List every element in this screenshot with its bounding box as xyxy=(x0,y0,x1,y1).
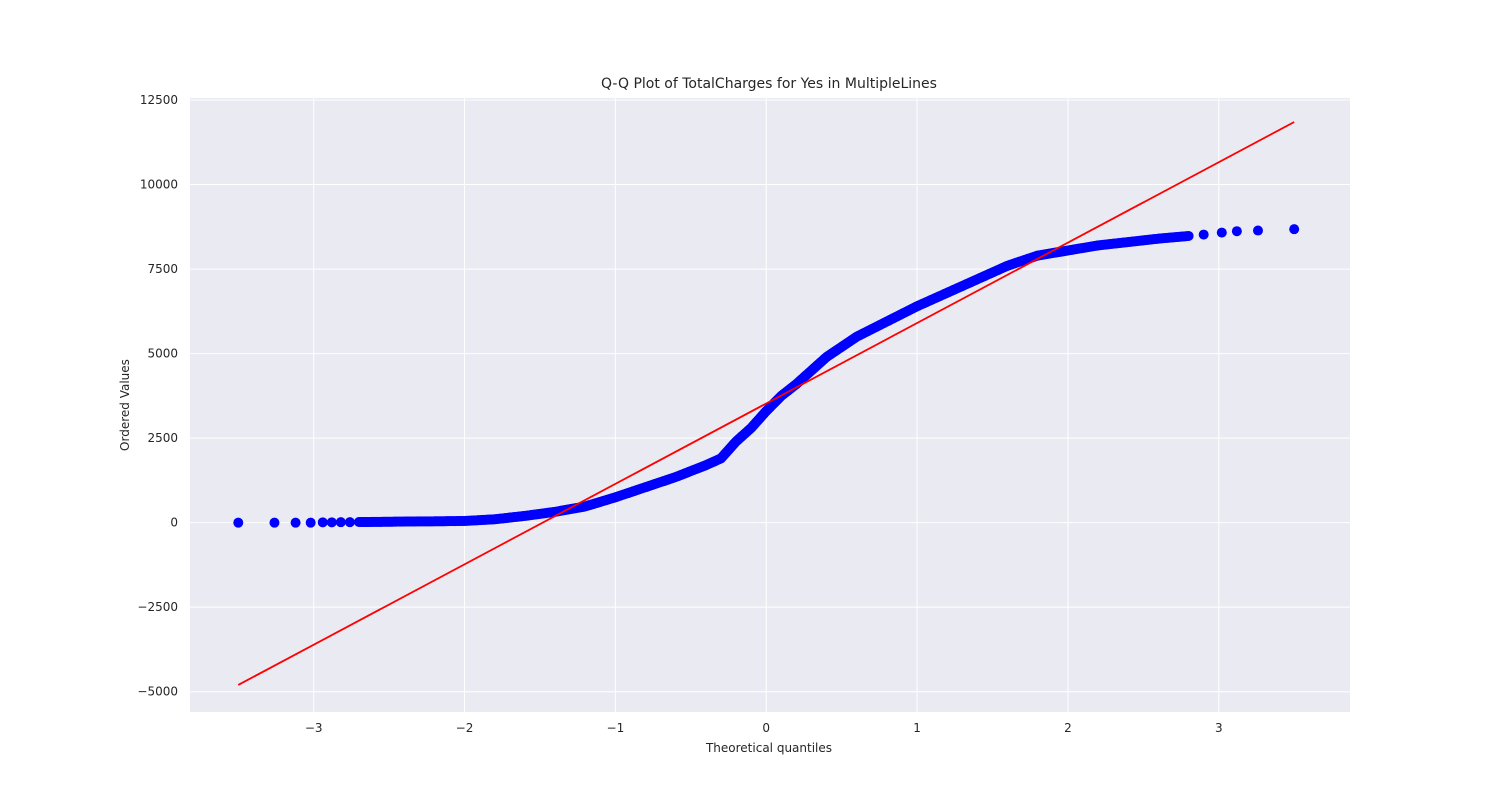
data-point xyxy=(317,517,328,528)
x-tick-label: 3 xyxy=(1215,721,1223,735)
data-point xyxy=(344,517,355,528)
x-tick-label: −3 xyxy=(305,721,323,735)
data-point xyxy=(1183,230,1194,241)
y-tick-label: −5000 xyxy=(137,685,178,699)
chart-title: Q-Q Plot of TotalCharges for Yes in Mult… xyxy=(601,76,937,92)
x-axis-label: Theoretical quantiles xyxy=(705,741,832,755)
x-axis-ticks: −3 −2 −1 0 1 2 3 xyxy=(305,721,1223,735)
fit-line xyxy=(237,121,1295,686)
data-point xyxy=(233,517,244,528)
y-tick-label: −2500 xyxy=(137,600,178,614)
x-tick-label: −2 xyxy=(456,721,474,735)
x-tick-label: 1 xyxy=(913,721,921,735)
data-point xyxy=(269,517,280,528)
x-tick-label: 2 xyxy=(1064,721,1072,735)
x-tick-label: −1 xyxy=(607,721,625,735)
y-tick-label: 10000 xyxy=(140,178,178,192)
y-tick-label: 2500 xyxy=(147,431,178,445)
y-tick-label: 7500 xyxy=(147,262,178,276)
data-point xyxy=(1198,229,1209,240)
y-axis-ticks: −5000 −2500 0 2500 5000 7500 10000 12500 xyxy=(137,93,178,699)
y-axis-label: Ordered Values xyxy=(118,359,132,451)
reference-line xyxy=(237,121,1295,686)
y-tick-label: 0 xyxy=(170,516,178,530)
y-tick-label: 12500 xyxy=(140,93,178,107)
data-point xyxy=(290,517,301,528)
x-tick-label: 0 xyxy=(762,721,770,735)
data-point xyxy=(335,517,346,528)
data-point xyxy=(1231,226,1242,237)
data-point xyxy=(305,517,316,528)
data-point xyxy=(1216,227,1227,238)
data-point xyxy=(1252,225,1263,236)
y-tick-label: 5000 xyxy=(147,347,178,361)
data-point xyxy=(326,517,337,528)
data-point xyxy=(1289,224,1300,235)
